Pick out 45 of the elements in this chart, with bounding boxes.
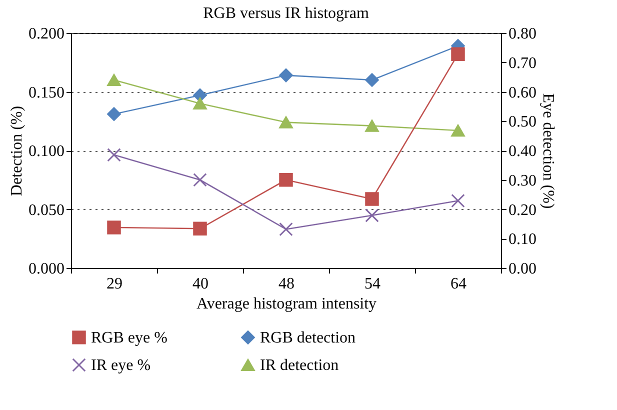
x-tick-label: 64 <box>450 276 466 292</box>
legend-label: RGB eye % <box>91 329 168 346</box>
point <box>365 192 379 206</box>
y-tick-label: 0.150 <box>28 84 64 102</box>
legend-label: RGB detection <box>260 329 356 346</box>
y2-tick-label: 0.60 <box>508 84 536 102</box>
y2-tick-label: 0.70 <box>508 54 536 72</box>
y2-tick-label: 0.00 <box>508 260 536 278</box>
x-tick-label: 29 <box>106 276 122 292</box>
chart-title: RGB versus IR histogram <box>203 5 370 22</box>
point <box>451 194 465 208</box>
point <box>365 73 379 87</box>
y-axis-title: Detection (%) <box>8 106 26 196</box>
legend-label: IR detection <box>260 357 339 374</box>
y2-tick-label: 0.80 <box>508 26 536 42</box>
y2-tick-label: 0.10 <box>508 231 536 248</box>
y2-tick-label: 0.30 <box>508 172 536 190</box>
point <box>451 124 465 137</box>
point <box>193 173 207 187</box>
y-tick-label: 0.200 <box>28 26 64 42</box>
point <box>107 220 121 234</box>
y2-tick-label: 0.40 <box>508 143 536 160</box>
point <box>279 173 293 187</box>
x-tick-label: 40 <box>192 276 208 292</box>
point <box>107 148 121 162</box>
point <box>451 47 465 62</box>
point <box>365 120 379 132</box>
y-tick-label: 0.050 <box>28 202 64 219</box>
x-tick-label: 48 <box>278 276 294 292</box>
legend-label: IR eye % <box>91 357 151 374</box>
point <box>193 222 207 236</box>
x-tick-label: 54 <box>364 276 380 292</box>
y-tick-label: 0.000 <box>28 260 64 278</box>
point <box>193 97 207 110</box>
x-axis-title: Average histogram intensity <box>196 296 377 312</box>
point <box>279 222 293 236</box>
point <box>107 107 121 121</box>
point <box>107 74 121 86</box>
point <box>279 68 293 82</box>
point <box>365 208 379 222</box>
y2-tick-label: 0.50 <box>508 114 536 131</box>
y2-tick-label: 0.20 <box>508 202 536 219</box>
point <box>279 116 293 128</box>
y-tick-label: 0.100 <box>28 143 64 160</box>
y2-axis-title: Eye detection (%) <box>540 93 556 209</box>
